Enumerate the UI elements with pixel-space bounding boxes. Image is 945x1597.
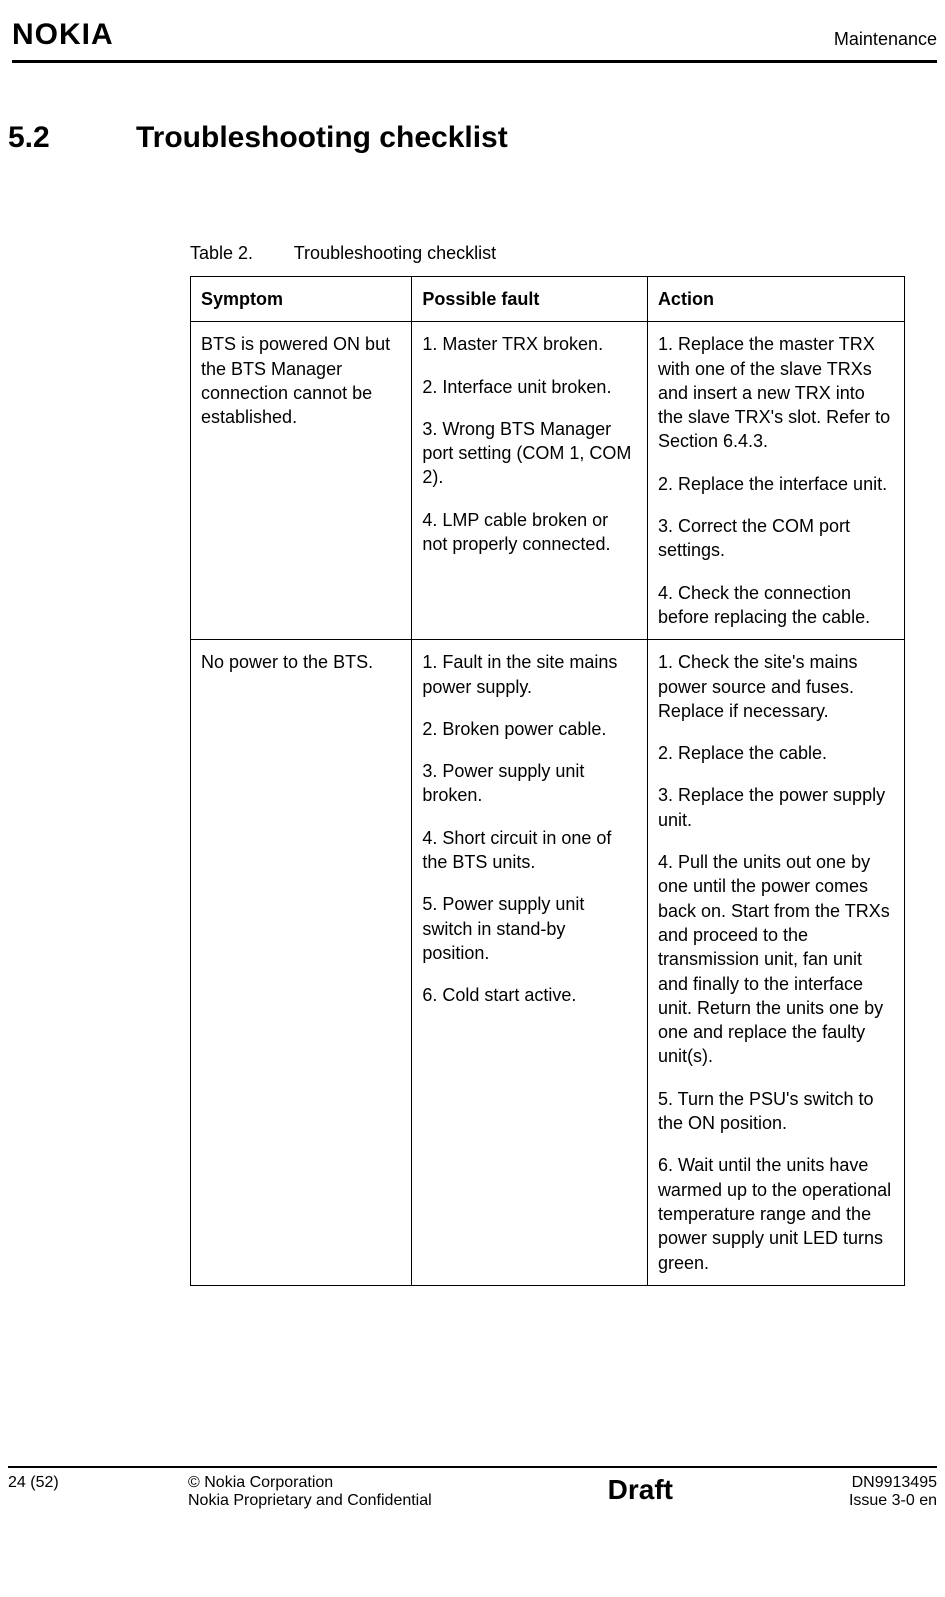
page-header: NOKIA Maintenance bbox=[0, 0, 945, 60]
col-symptom: Symptom bbox=[191, 277, 412, 322]
action-item: 1. Check the site's mains power source a… bbox=[658, 650, 894, 723]
table-area: Table 2. Troubleshooting checklist Sympt… bbox=[0, 165, 945, 1286]
page: NOKIA Maintenance 5.2 Troubleshooting ch… bbox=[0, 0, 945, 1530]
action-item: 5. Turn the PSU's switch to the ON posit… bbox=[658, 1087, 894, 1136]
footer-left: 24 (52) © Nokia Corporation Nokia Propri… bbox=[8, 1474, 432, 1510]
section-number: 5.2 bbox=[8, 121, 136, 155]
fault-item: 3. Power supply unit broken. bbox=[422, 759, 637, 808]
col-fault: Possible fault bbox=[412, 277, 648, 322]
fault-item: 6. Cold start active. bbox=[422, 983, 637, 1007]
cell-fault: 1. Master TRX broken. 2. Interface unit … bbox=[412, 322, 648, 640]
cell-action: 1. Check the site's mains power source a… bbox=[647, 640, 904, 1286]
header-section-label: Maintenance bbox=[834, 29, 937, 52]
col-action: Action bbox=[647, 277, 904, 322]
doc-number: DN9913495 bbox=[849, 1474, 937, 1492]
action-item: 4. Check the connection before replacing… bbox=[658, 581, 894, 630]
fault-item: 1. Fault in the site mains power supply. bbox=[422, 650, 637, 699]
action-item: 2. Replace the interface unit. bbox=[658, 472, 894, 496]
cell-symptom: BTS is powered ON but the BTS Manager co… bbox=[191, 322, 412, 640]
fault-item: 2. Interface unit broken. bbox=[422, 375, 637, 399]
footer-right: DN9913495 Issue 3-0 en bbox=[849, 1474, 937, 1510]
table-row: No power to the BTS. 1. Fault in the sit… bbox=[191, 640, 905, 1286]
table-caption-title: Troubleshooting checklist bbox=[294, 243, 496, 263]
action-item: 2. Replace the cable. bbox=[658, 741, 894, 765]
draft-label: Draft bbox=[608, 1474, 673, 1506]
section-title: Troubleshooting checklist bbox=[136, 121, 508, 155]
fault-item: 1. Master TRX broken. bbox=[422, 332, 637, 356]
cell-action: 1. Replace the master TRX with one of th… bbox=[647, 322, 904, 640]
table-caption: Table 2. Troubleshooting checklist bbox=[190, 243, 905, 264]
cell-symptom: No power to the BTS. bbox=[191, 640, 412, 1286]
cell-fault: 1. Fault in the site mains power supply.… bbox=[412, 640, 648, 1286]
action-item: 4. Pull the units out one by one until t… bbox=[658, 850, 894, 1069]
table-caption-label: Table 2. bbox=[190, 243, 253, 263]
table-header-row: Symptom Possible fault Action bbox=[191, 277, 905, 322]
page-number: 24 (52) bbox=[8, 1474, 188, 1492]
issue: Issue 3-0 en bbox=[849, 1492, 937, 1510]
fault-item: 5. Power supply unit switch in stand-by … bbox=[422, 892, 637, 965]
action-item: 1. Replace the master TRX with one of th… bbox=[658, 332, 894, 453]
action-item: 3. Correct the COM port settings. bbox=[658, 514, 894, 563]
confidential: Nokia Proprietary and Confidential bbox=[188, 1492, 432, 1510]
page-footer: 24 (52) © Nokia Corporation Nokia Propri… bbox=[0, 1468, 945, 1530]
fault-item: 4. Short circuit in one of the BTS units… bbox=[422, 826, 637, 875]
logo: NOKIA bbox=[12, 18, 114, 52]
footer-center-text: © Nokia Corporation Nokia Proprietary an… bbox=[188, 1474, 432, 1510]
copyright: © Nokia Corporation bbox=[188, 1474, 432, 1492]
fault-item: 4. LMP cable broken or not properly conn… bbox=[422, 508, 637, 557]
table-row: BTS is powered ON but the BTS Manager co… bbox=[191, 322, 905, 640]
action-item: 3. Replace the power supply unit. bbox=[658, 783, 894, 832]
fault-item: 3. Wrong BTS Manager port setting (COM 1… bbox=[422, 417, 637, 490]
section-heading: 5.2 Troubleshooting checklist bbox=[0, 63, 945, 165]
action-item: 6. Wait until the units have warmed up t… bbox=[658, 1153, 894, 1274]
fault-item: 2. Broken power cable. bbox=[422, 717, 637, 741]
troubleshooting-table: Symptom Possible fault Action BTS is pow… bbox=[190, 276, 905, 1286]
